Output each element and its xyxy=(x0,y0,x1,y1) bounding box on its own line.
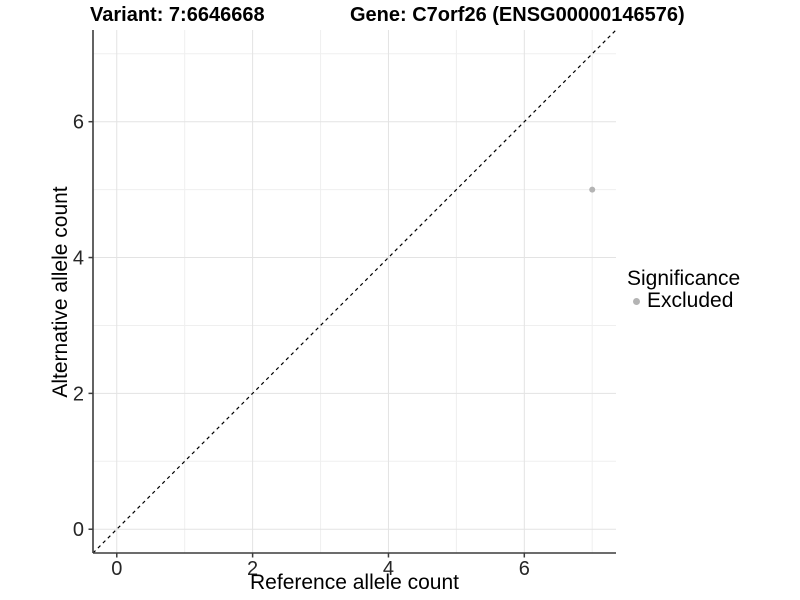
legend-title: Significance xyxy=(627,267,741,290)
plot-title-gene: Gene: C7orf26 (ENSG00000146576) xyxy=(350,4,685,26)
y-tick-label: 4 xyxy=(73,248,84,270)
legend-items: Excluded xyxy=(627,290,740,312)
x-tick-label: 2 xyxy=(247,558,258,580)
legend-item-label: Excluded xyxy=(647,289,734,312)
x-tick-label: 6 xyxy=(519,558,530,580)
y-tick-label: 0 xyxy=(73,519,84,541)
x-axis-title: Reference allele count xyxy=(250,571,459,594)
x-tick-label: 0 xyxy=(111,558,122,580)
legend-item: Excluded xyxy=(627,290,740,312)
data-point xyxy=(589,186,596,193)
x-tick-label: 4 xyxy=(383,558,394,580)
y-axis-title: Alternative allele count xyxy=(49,186,72,398)
legend-key-dot-icon xyxy=(633,297,640,305)
plot-title-variant: Variant: 7:6646668 xyxy=(90,4,265,26)
legend: Significance Excluded xyxy=(627,268,740,312)
y-tick-label: 6 xyxy=(73,112,84,134)
identity-line xyxy=(92,29,617,554)
y-tick-label: 2 xyxy=(73,383,84,405)
